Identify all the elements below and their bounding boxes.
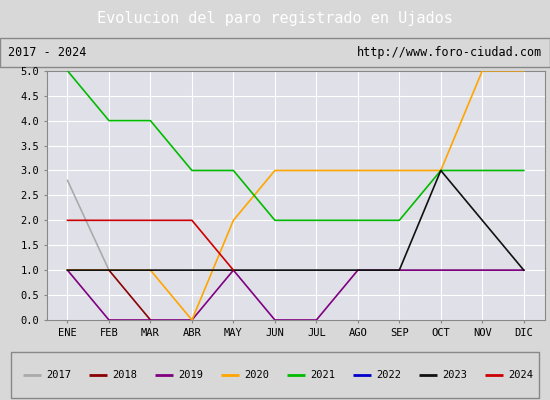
Text: 2021: 2021 (311, 370, 335, 380)
Text: 2023: 2023 (443, 370, 467, 380)
FancyBboxPatch shape (11, 352, 539, 398)
Text: 2022: 2022 (377, 370, 402, 380)
Text: 2024: 2024 (509, 370, 534, 380)
Text: 2020: 2020 (245, 370, 270, 380)
Text: 2017: 2017 (47, 370, 72, 380)
Text: 2019: 2019 (179, 370, 204, 380)
Text: 2017 - 2024: 2017 - 2024 (8, 46, 87, 59)
Text: Evolucion del paro registrado en Ujados: Evolucion del paro registrado en Ujados (97, 12, 453, 26)
Text: http://www.foro-ciudad.com: http://www.foro-ciudad.com (356, 46, 542, 59)
Text: 2018: 2018 (113, 370, 138, 380)
